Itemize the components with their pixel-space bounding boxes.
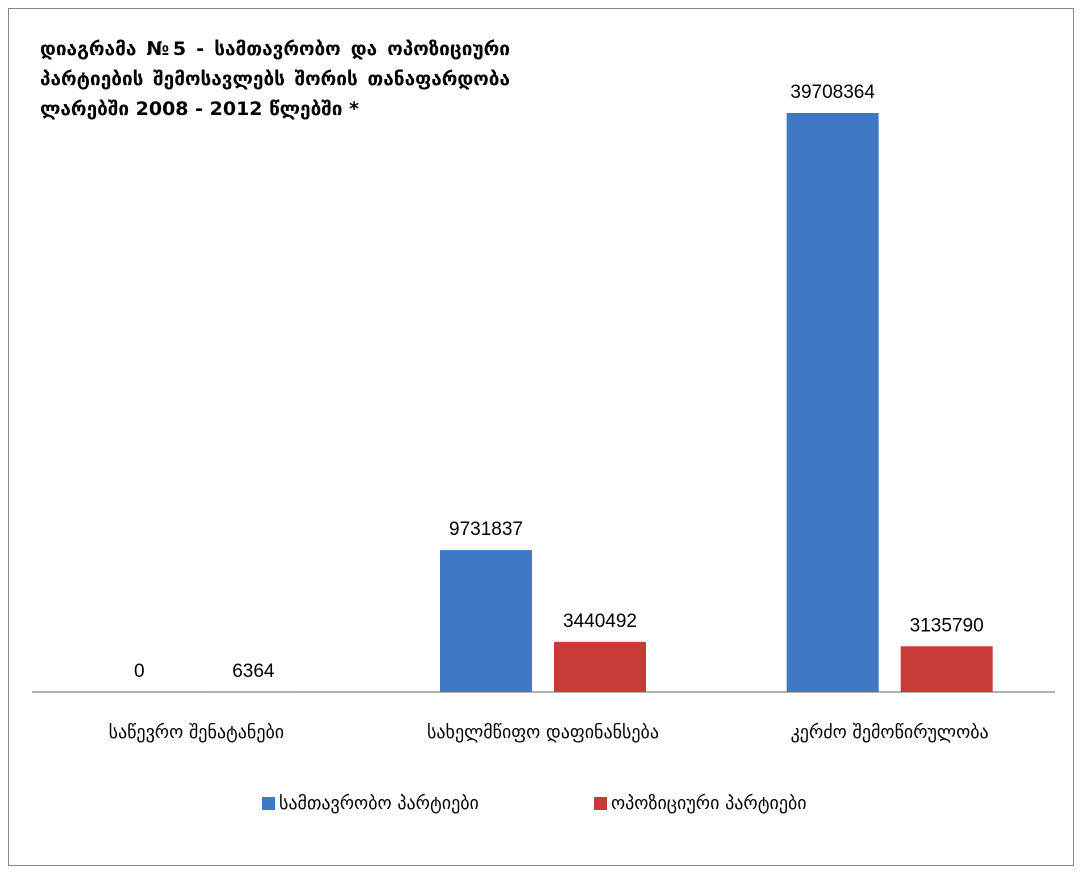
value-label: 3135790 [910, 615, 984, 636]
x-tick-label: კერძო შემოწირულობა [791, 722, 989, 743]
bar [440, 550, 532, 692]
bar [786, 113, 879, 692]
x-tick-label: საწევრო შენატანები [109, 722, 285, 743]
bar [554, 641, 646, 692]
legend-swatch [262, 797, 275, 810]
value-label: 6364 [232, 661, 275, 682]
bar [900, 646, 993, 692]
legend-label: სამთავრობო პარტიები [279, 793, 479, 814]
value-label: 0 [134, 661, 145, 682]
value-label: 39708364 [790, 82, 875, 103]
value-label: 3440492 [563, 611, 637, 632]
legend-swatch [594, 797, 607, 810]
x-tick-label: სახელმწიფო დაფინანსება [427, 722, 659, 743]
chart-frame [8, 8, 1074, 866]
chart-title: დიაგრამა №5 - სამთავრობო და ოპოზიციური პ… [40, 38, 510, 120]
value-label: 9731837 [449, 519, 523, 540]
legend-label: ოპოზიციური პარტიები [611, 793, 807, 814]
